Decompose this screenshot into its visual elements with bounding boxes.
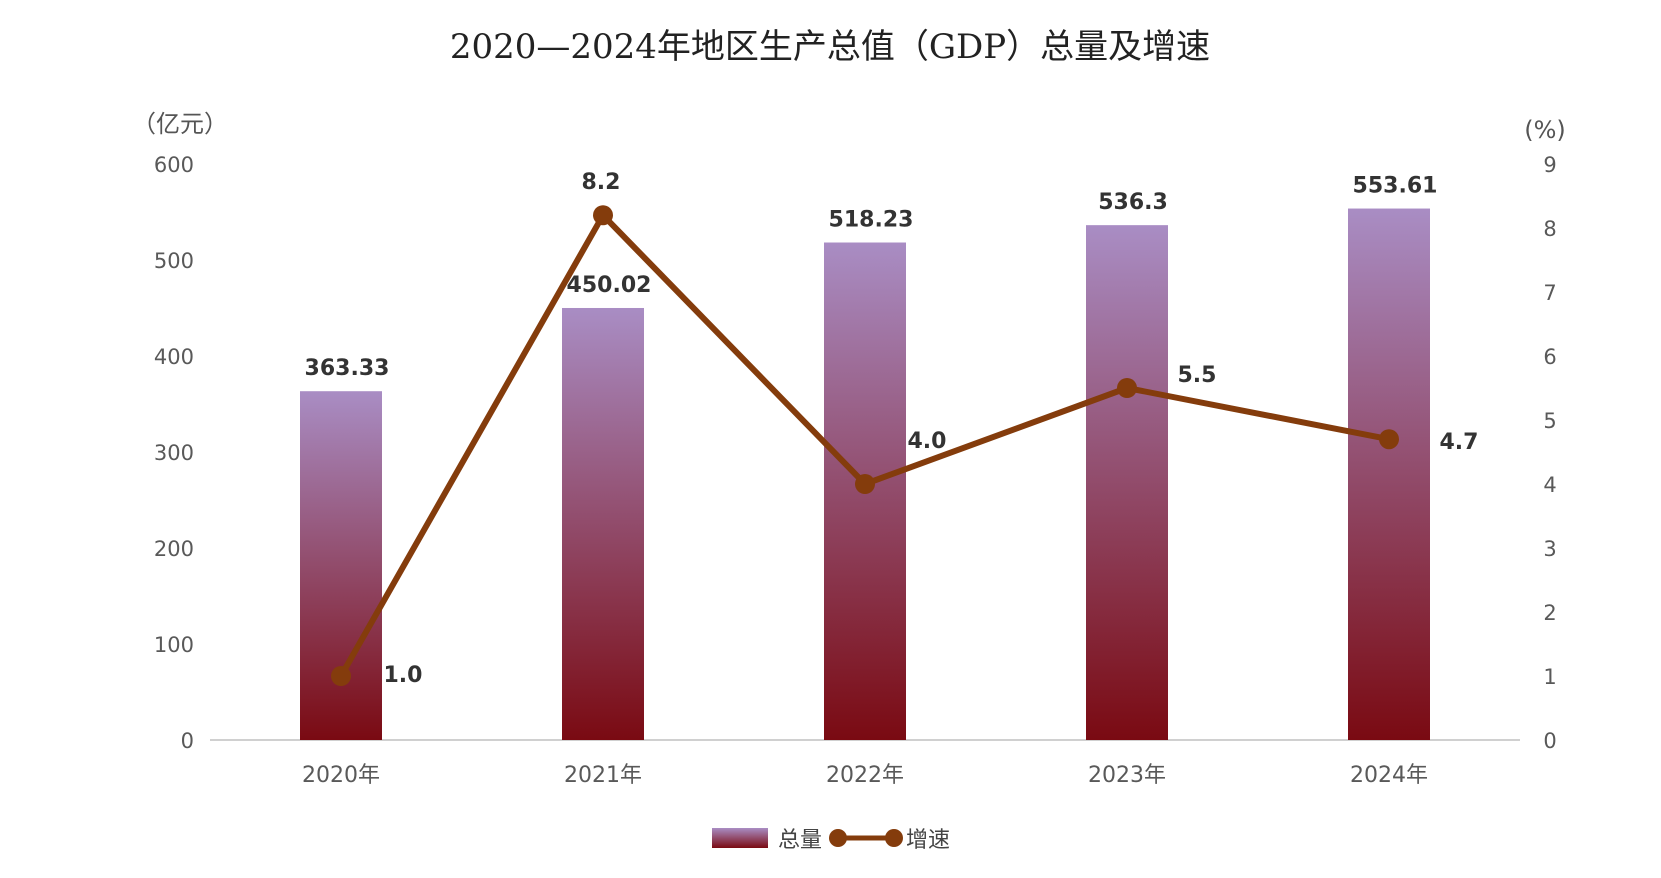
bar-2023 <box>1086 225 1168 741</box>
x-tick-label: 2023年 <box>1088 763 1166 788</box>
right-axis-ticks: 0 1 2 3 4 5 6 7 8 9 <box>1543 153 1556 753</box>
bar-value-label: 518.23 <box>829 207 914 232</box>
growth-value-label: 4.0 <box>908 429 947 454</box>
growth-value-label: 4.7 <box>1440 430 1479 455</box>
bar-value-label: 553.61 <box>1353 174 1438 199</box>
legend-bar-label: 总量 <box>778 828 822 853</box>
growth-point <box>593 205 613 226</box>
right-tick-label: 1 <box>1543 665 1556 689</box>
bar-2024 <box>1348 208 1430 740</box>
line-data-labels: 1.0 8.2 4.0 5.5 4.7 <box>384 170 1479 688</box>
bar-series <box>300 208 1430 741</box>
growth-value-label: 8.2 <box>582 170 621 195</box>
left-axis-unit: （亿元） <box>132 110 228 138</box>
bar-data-labels: 363.33 450.02 518.23 536.3 553.61 <box>305 174 1438 382</box>
right-tick-label: 0 <box>1543 729 1556 753</box>
right-axis-unit: (%) <box>1524 116 1566 144</box>
left-tick-label: 100 <box>154 633 194 657</box>
right-tick-label: 5 <box>1543 409 1556 433</box>
chart-title: 2020—2024年地区生产总值（GDP）总量及增速 <box>450 27 1210 67</box>
right-tick-label: 3 <box>1543 537 1556 561</box>
bar-value-label: 536.3 <box>1098 190 1168 215</box>
right-tick-label: 6 <box>1543 345 1556 369</box>
bar-2021 <box>562 307 644 740</box>
legend: 总量 增速 <box>712 828 950 853</box>
growth-point <box>1117 378 1137 398</box>
growth-point <box>855 474 875 494</box>
right-tick-label: 4 <box>1543 473 1556 497</box>
growth-value-label: 1.0 <box>384 663 423 688</box>
x-axis-ticks: 2020年 2021年 2022年 2023年 2024年 <box>302 763 1428 788</box>
right-tick-label: 7 <box>1543 281 1556 305</box>
x-tick-label: 2021年 <box>564 763 642 788</box>
x-tick-label: 2022年 <box>826 763 904 788</box>
x-tick-label: 2020年 <box>302 763 380 788</box>
x-tick-label: 2024年 <box>1350 763 1428 788</box>
bar-value-label: 363.33 <box>305 356 390 381</box>
left-tick-label: 400 <box>154 345 194 369</box>
left-axis-ticks: 0 100 200 300 400 500 600 <box>154 153 194 753</box>
bar-2020 <box>300 391 382 740</box>
growth-point <box>331 666 351 686</box>
growth-value-label: 5.5 <box>1178 363 1217 388</box>
left-tick-label: 200 <box>154 537 194 561</box>
left-tick-label: 0 <box>181 729 194 753</box>
legend-bar-swatch <box>712 828 768 848</box>
right-tick-label: 9 <box>1543 153 1556 177</box>
legend-line-marker <box>885 829 903 847</box>
legend-line-label: 增速 <box>906 828 950 853</box>
left-tick-label: 500 <box>154 249 194 273</box>
growth-point <box>1379 429 1399 450</box>
left-tick-label: 300 <box>154 441 194 465</box>
line-series <box>331 205 1399 686</box>
right-tick-label: 8 <box>1543 217 1556 241</box>
right-tick-label: 2 <box>1543 601 1556 625</box>
left-tick-label: 600 <box>154 153 194 177</box>
legend-line-marker <box>829 829 847 847</box>
bar-value-label: 450.02 <box>567 273 652 298</box>
